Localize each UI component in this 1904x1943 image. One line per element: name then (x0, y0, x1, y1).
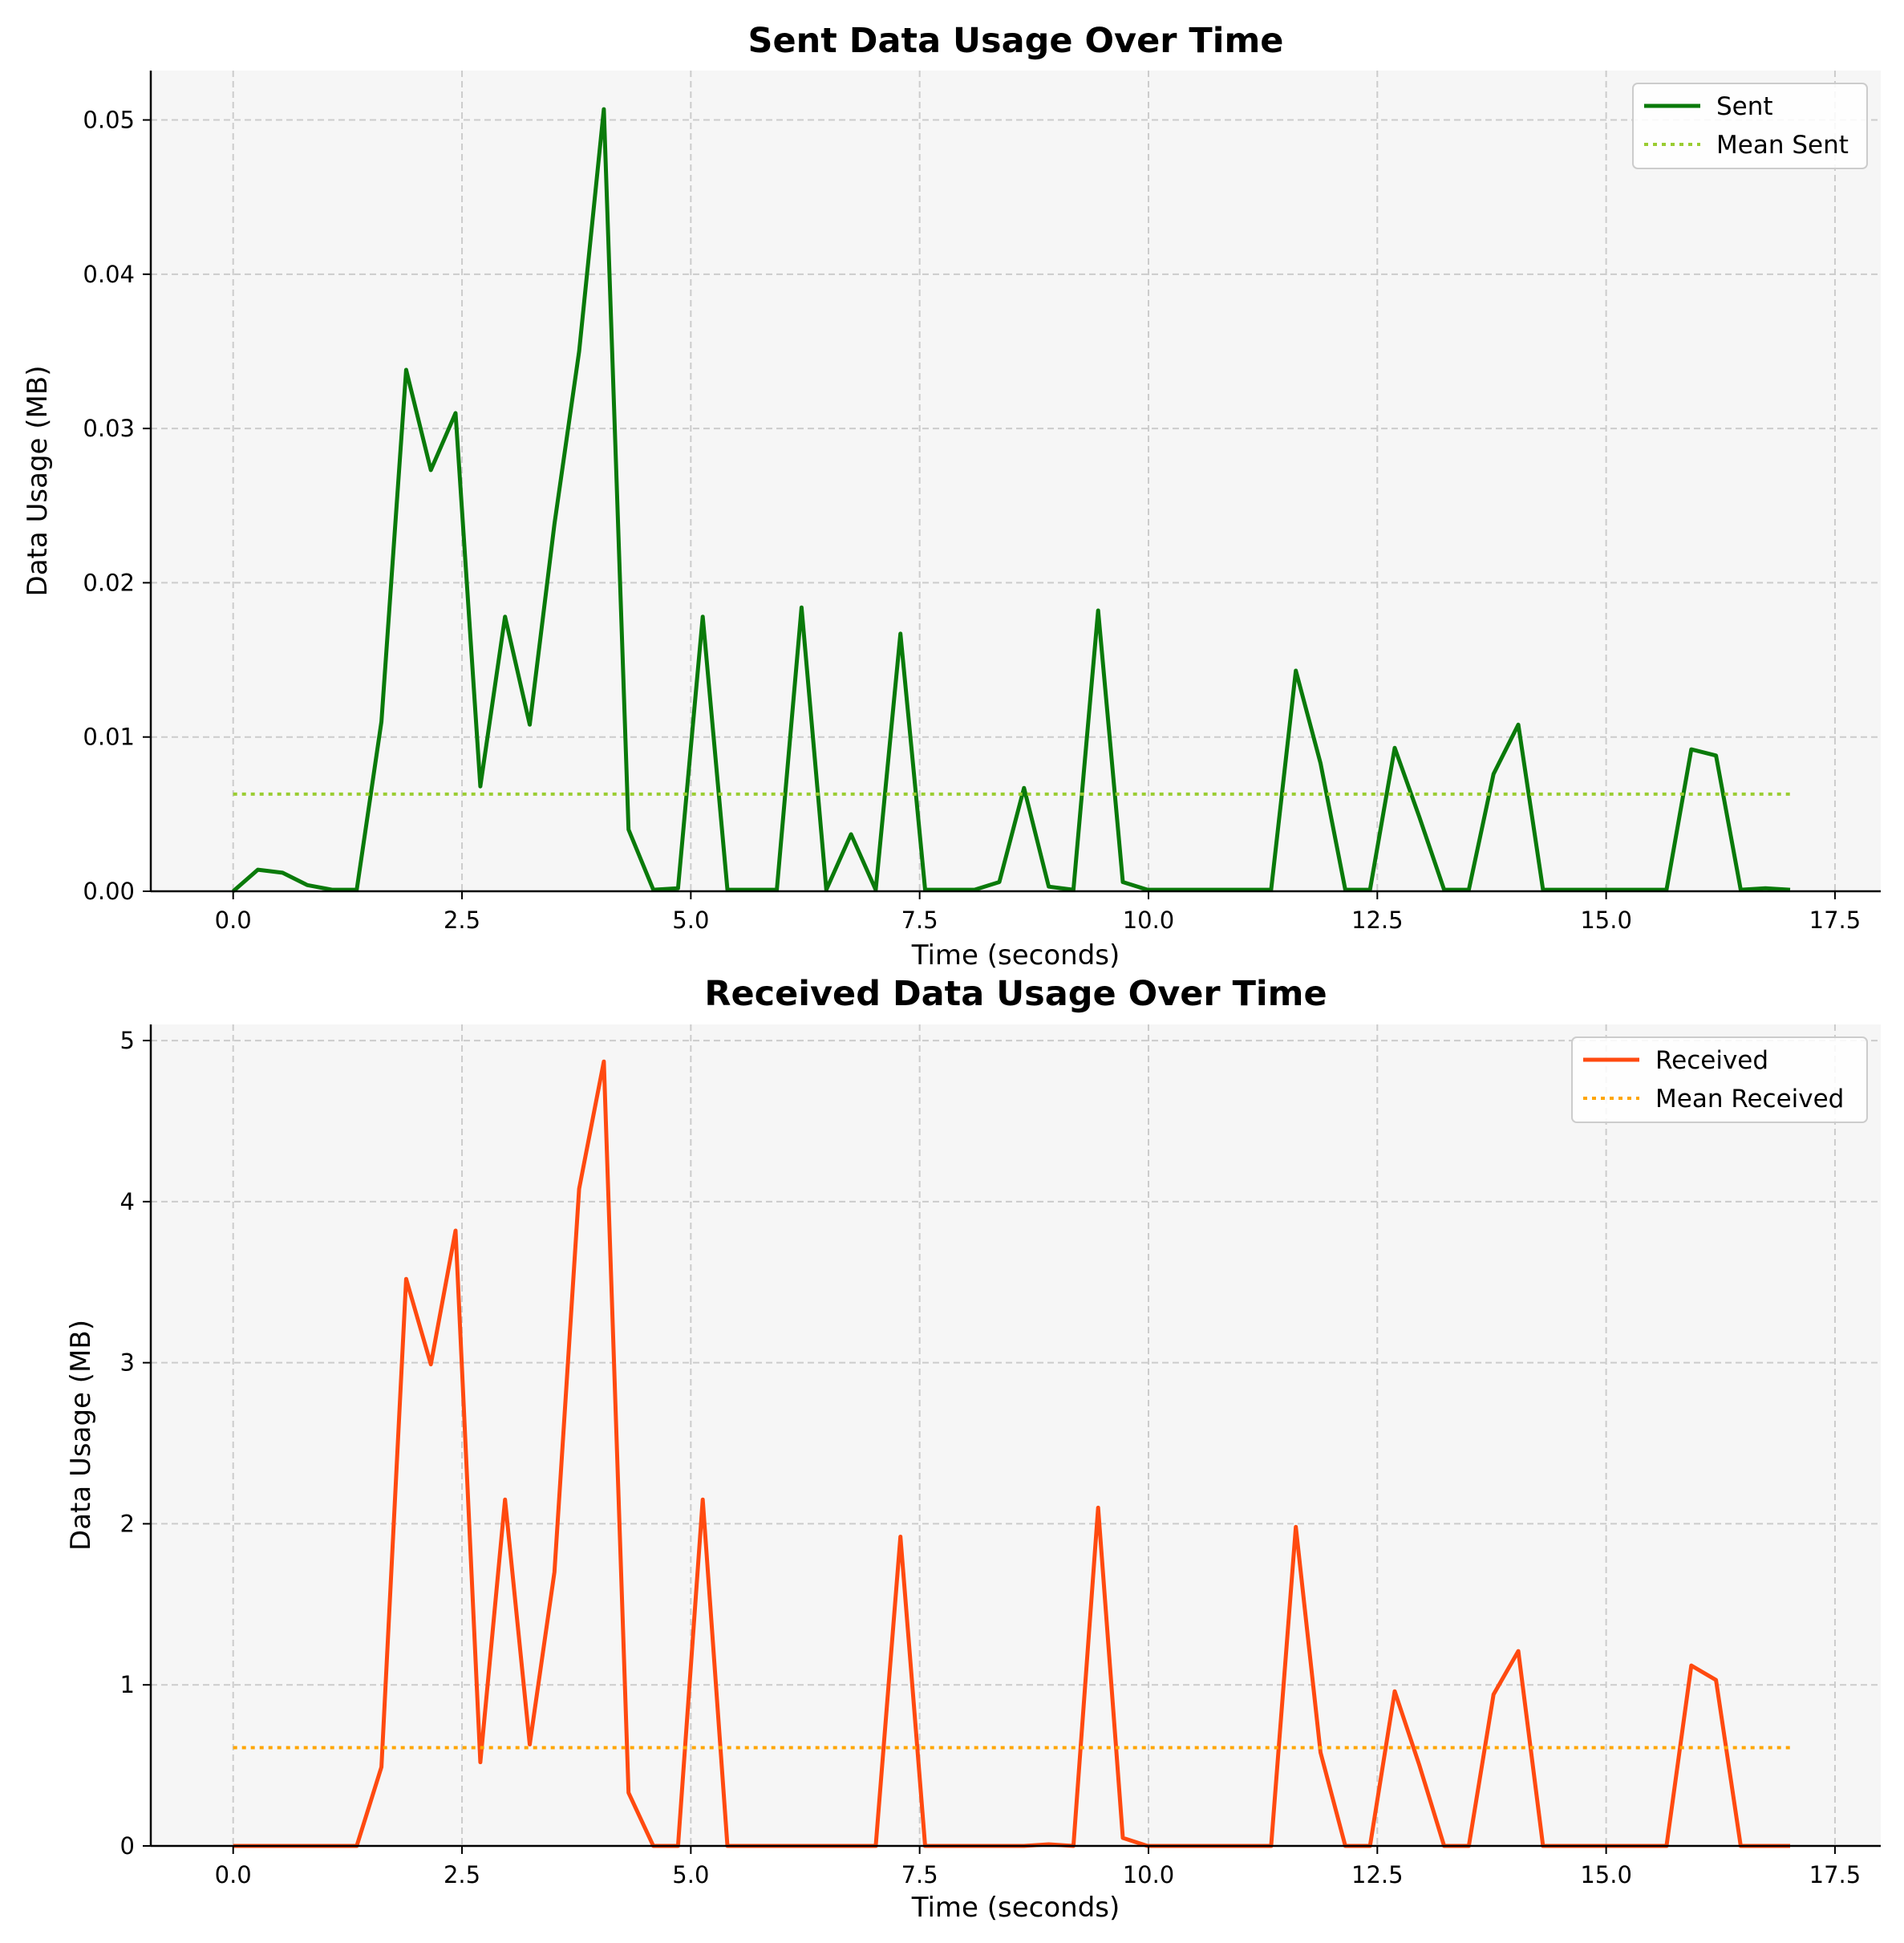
chart-title: Received Data Usage Over Time (704, 974, 1327, 1014)
x-tick-label: 2.5 (444, 1861, 480, 1888)
y-tick-label: 0 (120, 1832, 135, 1860)
legend-label: Mean Sent (1716, 131, 1849, 160)
y-tick-label: 5 (120, 1027, 135, 1054)
y-tick-label: 0.00 (83, 878, 135, 905)
y-tick-label: 0.01 (83, 724, 135, 751)
legend-label: Sent (1716, 92, 1773, 121)
x-tick-label: 5.0 (672, 907, 709, 934)
x-tick-label: 7.5 (901, 1861, 938, 1888)
x-tick-label: 12.5 (1351, 1861, 1404, 1888)
legend-label: Received (1655, 1046, 1768, 1075)
data-series-line (232, 107, 1791, 893)
y-axis-label: Data Usage (MB) (65, 1320, 97, 1551)
y-tick-label: 1 (120, 1671, 135, 1698)
x-tick-label: 5.0 (672, 1861, 709, 1888)
y-axis-label: Data Usage (MB) (22, 366, 54, 597)
x-tick-label: 10.0 (1123, 1861, 1175, 1888)
x-axis-label: Time (seconds) (911, 939, 1120, 972)
y-tick-label: 2 (120, 1510, 135, 1537)
plot-area (151, 71, 1881, 891)
x-tick-label: 7.5 (901, 907, 938, 934)
chart-title: Sent Data Usage Over Time (748, 21, 1284, 61)
sent-data-chart: 0.0 2.5 5.0 7.5 10.0 12.5 15.0 17.5 0.00 0.01 0.02… (22, 21, 1881, 972)
x-tick-label: 12.5 (1351, 907, 1404, 934)
x-tick-label: 0.0 (215, 1861, 252, 1888)
x-tick-label: 2.5 (444, 907, 480, 934)
y-tick-label: 0.02 (83, 569, 135, 596)
x-tick-label: 15.0 (1580, 1861, 1632, 1888)
y-tick-label: 4 (120, 1188, 135, 1215)
x-tick-label: 15.0 (1580, 907, 1632, 934)
x-tick-label: 17.5 (1809, 1861, 1861, 1888)
y-tick-label: 0.03 (83, 415, 135, 442)
x-tick-label: 17.5 (1809, 907, 1861, 934)
x-tick-label: 10.0 (1123, 907, 1175, 934)
received-data-chart: 0.0 2.5 5.0 7.5 10.0 12.5 15.0 17.5 0 1 2 3 4 5 Receiv… (65, 974, 1881, 1924)
y-tick-label: 0.05 (83, 107, 135, 134)
y-tick-label: 0.04 (83, 261, 135, 288)
plot-area (151, 1024, 1881, 1846)
legend-box (1571, 1036, 1868, 1123)
y-tick-label: 3 (120, 1349, 135, 1377)
legend-label: Mean Received (1655, 1085, 1844, 1113)
x-tick-label: 0.0 (215, 907, 252, 934)
x-axis-label: Time (seconds) (911, 1892, 1120, 1924)
